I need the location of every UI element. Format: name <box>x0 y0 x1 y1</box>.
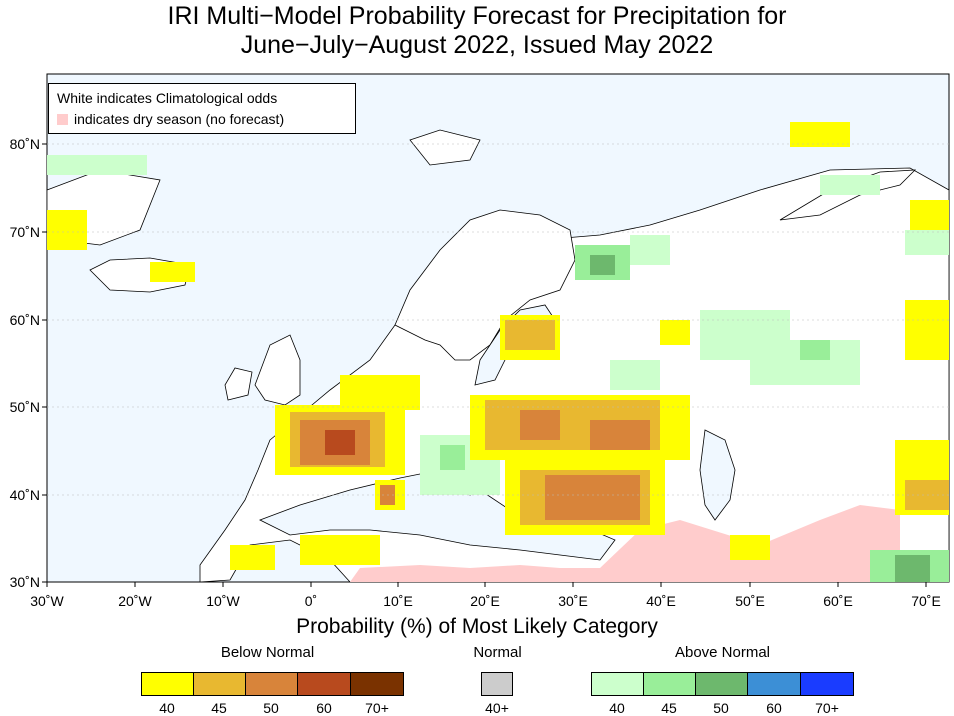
longitude-labels: 30˚W 20˚W 10˚W 0˚ 10˚E 20˚E 30˚E 40˚E 50… <box>30 593 941 609</box>
scandinavia <box>394 209 576 361</box>
below-normal-cell <box>545 475 640 520</box>
uk-ireland <box>224 334 301 406</box>
above-normal-tick: 60 <box>766 700 782 716</box>
dry-north-africa <box>350 505 900 582</box>
lon-label: 50˚E <box>735 593 765 609</box>
above-normal-cell <box>800 340 830 360</box>
above-normal-label: Above Normal <box>674 644 771 661</box>
above-normal-swatch <box>695 672 748 696</box>
lon-label: 20˚W <box>118 593 152 609</box>
lat-label: 30˚N <box>10 574 40 590</box>
below-normal-cell <box>47 210 87 250</box>
below-normal-swatch <box>193 672 246 696</box>
mediterranean-sea <box>259 469 616 561</box>
lon-label: 10˚W <box>206 593 240 609</box>
lon-label: 20˚E <box>470 593 500 609</box>
below-normal-cell <box>230 545 275 570</box>
map-legend-box: White indicates Climatological odds indi… <box>48 83 356 134</box>
above-normal-tick: 40 <box>609 700 625 716</box>
lon-label: 0˚ <box>305 593 317 609</box>
above-normal-cell <box>440 445 465 470</box>
below-normal-cell <box>790 122 850 147</box>
below-normal-label: Below Normal <box>220 644 315 661</box>
below-normal-cell <box>300 535 380 565</box>
lat-label: 50˚N <box>10 399 40 415</box>
below-normal-cell <box>590 420 650 450</box>
above-normal-tick: 50 <box>713 700 729 716</box>
normal-label: Normal <box>473 644 522 661</box>
below-normal-tick: 70+ <box>365 700 389 716</box>
above-normal-shading <box>47 155 949 582</box>
above-normal-swatch <box>800 672 854 696</box>
below-normal-swatch <box>245 672 298 696</box>
above-normal-swatch <box>643 672 696 696</box>
below-normal-tick: 45 <box>211 700 227 716</box>
above-normal-cell <box>905 230 949 255</box>
axis-ticks <box>42 143 927 587</box>
above-normal-cell <box>820 175 880 195</box>
normal-tick: 40+ <box>485 700 509 716</box>
above-normal-swatch <box>747 672 801 696</box>
above-normal-cell <box>47 155 147 175</box>
climatology-note: White indicates Climatological odds <box>57 90 278 106</box>
below-normal-cell <box>505 320 555 350</box>
map-title-line-1: IRI Multi−Model Probability Forecast for… <box>167 2 787 30</box>
caspian-sea <box>699 429 736 521</box>
below-normal-cell <box>340 375 420 410</box>
below-normal-swatch <box>350 672 404 696</box>
below-normal-cell <box>660 320 690 345</box>
lon-label: 40˚E <box>646 593 676 609</box>
lon-label: 60˚E <box>823 593 853 609</box>
below-normal-tick: 50 <box>263 700 279 716</box>
below-normal-tick: 40 <box>159 700 175 716</box>
lat-label: 60˚N <box>10 312 40 328</box>
lat-label: 80˚N <box>10 136 40 152</box>
above-normal-cell <box>630 235 670 265</box>
dry-season-note-text: indicates dry season (no forecast) <box>74 111 285 127</box>
below-normal-tick: 60 <box>316 700 332 716</box>
lat-label: 70˚N <box>10 224 40 240</box>
above-normal-tick: 45 <box>661 700 677 716</box>
below-normal-cell <box>910 200 949 230</box>
below-normal-swatch <box>297 672 351 696</box>
above-normal-swatch <box>591 672 644 696</box>
lat-label: 40˚N <box>10 487 40 503</box>
dry-season-areas <box>350 505 900 582</box>
above-normal-tick: 70+ <box>815 700 839 716</box>
lon-label: 30˚W <box>30 593 64 609</box>
gridlines <box>47 143 949 496</box>
map-title-line-2: June−July−August 2022, Issued May 2022 <box>240 31 714 59</box>
latitude-labels: 80˚N 70˚N 60˚N 50˚N 40˚N 30˚N <box>10 136 40 590</box>
below-normal-cell <box>730 535 770 560</box>
below-normal-cell <box>520 410 560 440</box>
lon-label: 30˚E <box>558 593 588 609</box>
dry-season-note: indicates dry season (no forecast) <box>57 111 284 127</box>
below-normal-cell <box>150 262 195 282</box>
above-normal-cell <box>610 360 660 390</box>
above-normal-cell <box>590 255 615 275</box>
colorbar-title: Probability (%) of Most Likely Category <box>296 615 658 638</box>
below-normal-swatch <box>141 672 194 696</box>
dry-season-swatch <box>57 114 68 125</box>
above-normal-cell <box>895 555 930 582</box>
below-normal-cell <box>905 300 949 360</box>
below-normal-cell <box>325 430 355 455</box>
lon-label: 10˚E <box>383 593 413 609</box>
svalbard <box>409 129 481 166</box>
normal-swatch <box>481 672 513 696</box>
lon-label: 70˚E <box>911 593 941 609</box>
